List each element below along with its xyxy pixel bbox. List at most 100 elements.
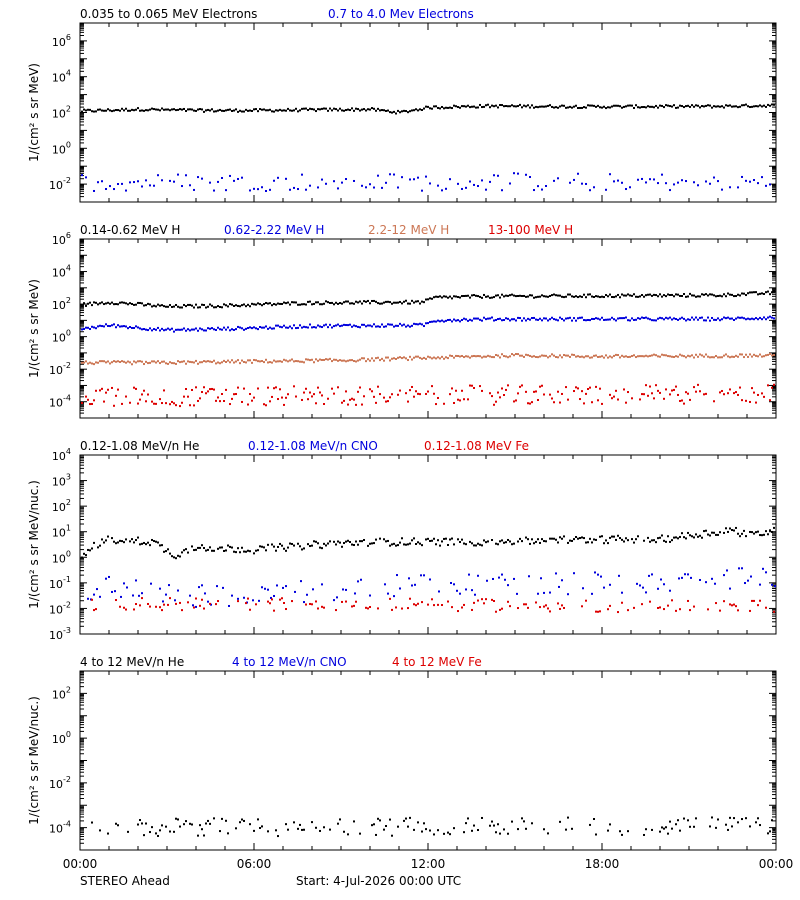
data-point <box>135 108 137 111</box>
data-point <box>225 360 227 363</box>
data-point <box>363 323 365 326</box>
data-point <box>369 606 371 609</box>
data-point <box>229 403 231 406</box>
data-point <box>185 820 187 823</box>
data-point <box>683 402 685 405</box>
data-point <box>177 305 179 308</box>
data-point <box>453 356 455 359</box>
data-point <box>595 354 597 357</box>
data-point <box>771 530 773 533</box>
data-point <box>519 537 521 540</box>
data-point <box>565 106 567 109</box>
data-point <box>457 319 459 322</box>
data-point <box>421 108 423 111</box>
data-point <box>245 327 247 330</box>
data-point <box>767 316 769 319</box>
data-point <box>585 392 587 395</box>
data-point <box>677 293 679 296</box>
data-point <box>401 302 403 305</box>
data-point <box>745 353 747 356</box>
data-point <box>413 178 415 181</box>
y-tick-label: 10-2 <box>49 775 71 791</box>
data-point <box>139 543 141 546</box>
data-point <box>557 356 559 359</box>
data-point <box>93 301 95 304</box>
data-point <box>597 399 599 402</box>
data-point <box>749 106 751 109</box>
data-point <box>223 549 225 552</box>
data-point <box>687 318 689 321</box>
data-point <box>425 828 427 831</box>
y-tick-label: 101 <box>52 524 71 540</box>
data-point <box>135 361 137 364</box>
data-point <box>499 608 501 611</box>
data-point <box>479 295 481 298</box>
data-point <box>175 602 177 605</box>
data-point <box>387 300 389 303</box>
data-point <box>299 545 301 548</box>
data-point <box>623 540 625 543</box>
data-point <box>497 318 499 321</box>
data-point <box>623 317 625 320</box>
data-point <box>197 399 199 402</box>
data-point <box>133 541 135 544</box>
data-point <box>501 189 503 192</box>
data-point <box>705 529 707 532</box>
data-point <box>297 110 299 113</box>
data-point <box>363 538 365 541</box>
data-point <box>415 323 417 326</box>
data-point <box>541 319 543 322</box>
data-point <box>143 328 145 331</box>
data-point <box>497 823 499 826</box>
data-point <box>117 324 119 327</box>
data-point <box>103 325 105 328</box>
data-point <box>527 402 529 405</box>
data-point <box>657 389 659 392</box>
data-point <box>233 550 235 553</box>
data-point <box>103 400 105 403</box>
data-point <box>505 355 507 358</box>
data-point <box>389 323 391 326</box>
data-point <box>123 606 125 609</box>
data-point <box>197 329 199 332</box>
data-point <box>757 393 759 396</box>
data-point <box>465 588 467 591</box>
data-point <box>243 328 245 331</box>
data-point <box>185 388 187 391</box>
data-point <box>437 319 439 322</box>
data-point <box>89 549 91 552</box>
data-point <box>161 304 163 307</box>
data-point <box>491 395 493 398</box>
data-point <box>397 393 399 396</box>
data-point <box>167 327 169 330</box>
data-point <box>215 306 217 309</box>
data-point <box>721 318 723 321</box>
data-point <box>265 549 267 552</box>
legend-electrons-high: 0.7 to 4.0 Mev Electrons <box>328 7 474 21</box>
data-point <box>537 106 539 109</box>
legend-h-low: 0.14-0.62 MeV H <box>80 223 180 237</box>
data-point <box>647 293 649 296</box>
data-point <box>89 108 91 111</box>
data-point <box>331 326 333 329</box>
data-point <box>305 603 307 606</box>
data-point <box>517 105 519 108</box>
data-point <box>159 398 161 401</box>
data-point <box>319 829 321 832</box>
data-point <box>637 106 639 109</box>
data-point <box>299 360 301 363</box>
data-point <box>579 398 581 401</box>
data-point <box>375 325 377 328</box>
data-point <box>453 543 455 546</box>
data-point <box>563 319 565 322</box>
data-point <box>539 355 541 358</box>
data-point <box>557 319 559 322</box>
data-point <box>733 529 735 532</box>
data-point <box>439 295 441 298</box>
data-point <box>647 355 649 358</box>
data-point <box>305 326 307 329</box>
data-point <box>123 325 125 328</box>
data-point <box>175 109 177 112</box>
data-point <box>311 603 313 606</box>
data-point <box>741 175 743 178</box>
